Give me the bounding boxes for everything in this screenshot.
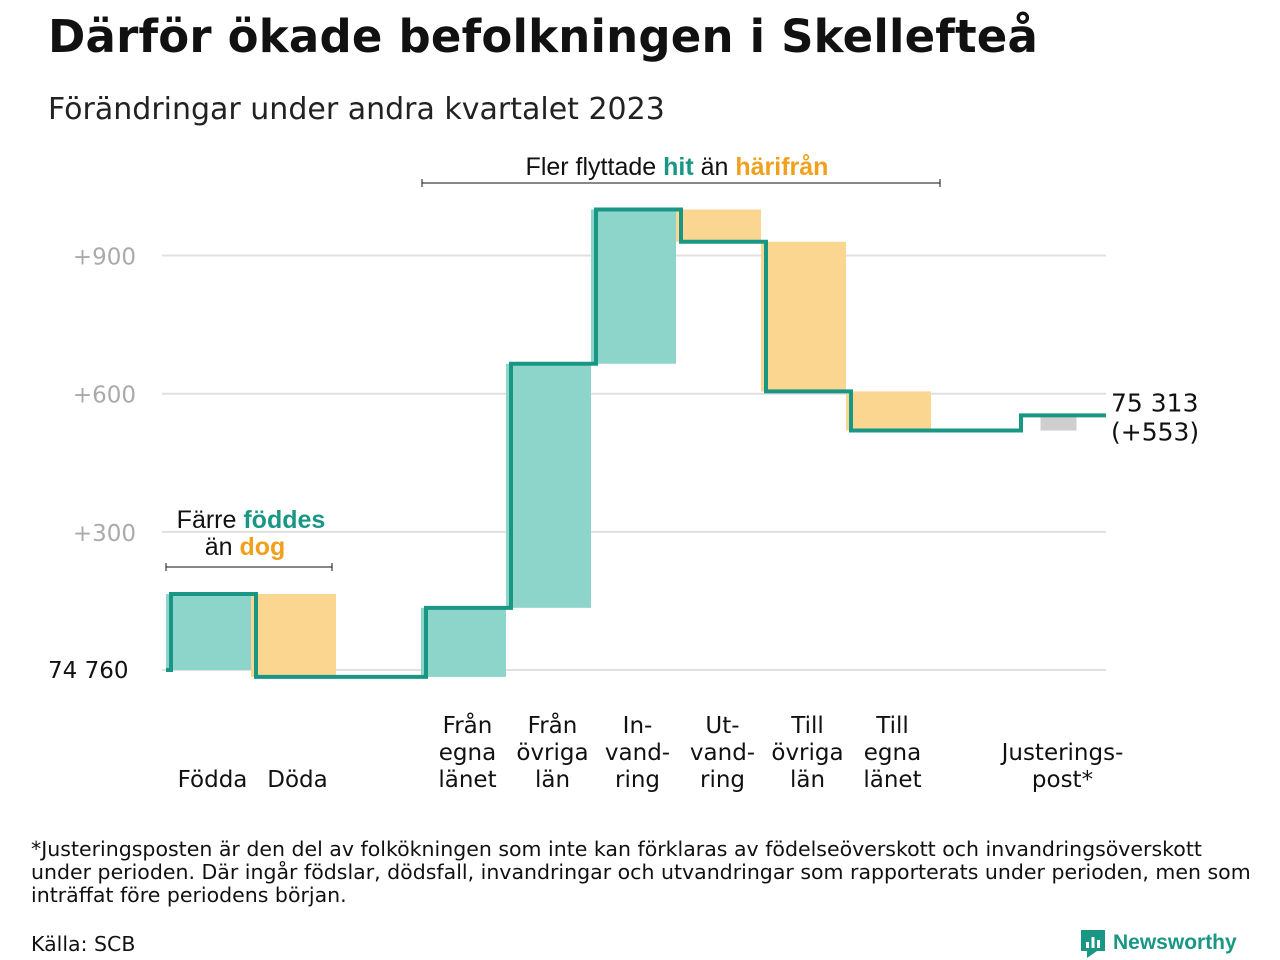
waterfall-bar [846, 391, 931, 431]
category-label: ring [615, 767, 660, 793]
category-label: Till [790, 713, 824, 739]
annotation-highlight: dog [239, 533, 285, 561]
category-label: vand- [605, 740, 670, 766]
waterfall-bar [761, 241, 846, 392]
waterfall-bar [251, 594, 336, 677]
cumulative-step-line [166, 207, 1106, 679]
category-label: vand- [690, 740, 755, 766]
source-label: Källa: SCB [31, 932, 136, 956]
annotation-text: Färre [177, 506, 244, 534]
birth-annotation-line1: Färre föddes [177, 506, 326, 534]
annotation-text: än [205, 533, 240, 561]
end-value-label: 75 313 [1111, 388, 1198, 417]
category-label: ring [700, 767, 745, 793]
category-label: övriga [771, 740, 843, 766]
category-label: Födda [178, 767, 248, 793]
start-value-label: 74 760 [48, 658, 128, 684]
annotation-highlight: föddes [243, 506, 325, 534]
annotation-text: än [694, 153, 736, 181]
category-label: In- [623, 713, 653, 739]
y-tick-label: +300 [73, 521, 136, 547]
newsworthy-logo: Newsworthy [1079, 927, 1237, 959]
waterfall-bar [506, 363, 591, 608]
waterfall-bar [166, 594, 251, 670]
migration-annotation: Fler flyttade hit än härifrån [526, 153, 829, 181]
category-label: egna [864, 740, 921, 766]
footnote: *Justeringsposten är den del av folkökni… [31, 837, 1251, 907]
category-label: länet [438, 767, 496, 793]
category-label: län [535, 767, 570, 793]
category-label: Från [528, 711, 578, 739]
chart-title: Därför ökade befolkningen i Skellefteå [48, 10, 1039, 63]
annotation-highlight: hit [663, 153, 694, 181]
waterfall-bar [1040, 415, 1077, 431]
category-label: län [790, 767, 825, 793]
category-label: egna [439, 740, 496, 766]
waterfall-bar [676, 209, 761, 242]
newsworthy-icon [1081, 930, 1105, 958]
waterfall-bar [591, 209, 676, 364]
category-label: övriga [516, 740, 588, 766]
birth-annotation-line2: än dog [205, 533, 286, 561]
category-label: Från [443, 711, 493, 739]
category-label: länet [863, 767, 921, 793]
category-label: Döda [267, 767, 327, 793]
brand-name: Newsworthy [1113, 931, 1237, 954]
category-label: Till [875, 713, 909, 739]
y-tick-label: +600 [73, 383, 136, 409]
category-label: Ut- [705, 713, 739, 739]
annotation-highlight: härifrån [735, 153, 828, 181]
annotation-text: Fler flyttade [526, 153, 664, 181]
category-label: Justerings- [1000, 740, 1124, 766]
waterfall-bar [421, 607, 506, 677]
category-label: post* [1032, 767, 1093, 793]
end-value-label: (+553) [1111, 417, 1199, 446]
chart-subtitle: Förändringar under andra kvartalet 2023 [48, 92, 665, 127]
y-tick-label: +900 [73, 245, 136, 271]
